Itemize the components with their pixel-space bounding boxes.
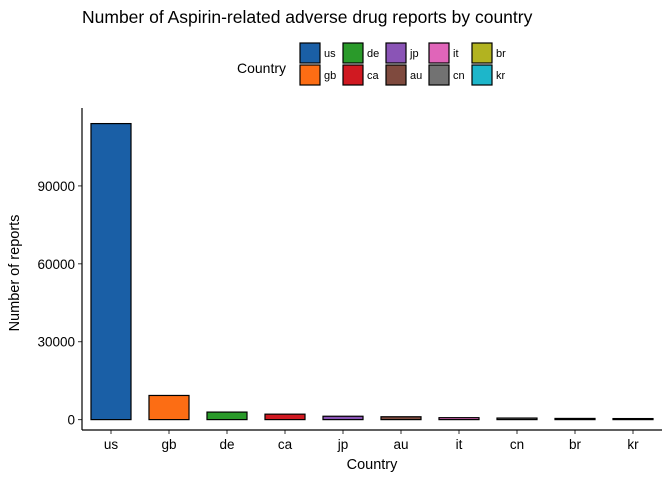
x-tick-label-br: br (569, 437, 582, 452)
y-axis-title: Number of reports (7, 215, 23, 332)
bar-cn (496, 417, 538, 421)
x-tick-label-de: de (219, 437, 234, 452)
y-tick-label: 0 (67, 413, 75, 428)
bar-ca (264, 413, 306, 421)
x-tick-label-it: it (456, 437, 463, 452)
legend-label-de: de (367, 48, 379, 60)
legend-title: Country (237, 60, 286, 76)
legend-label-kr: kr (496, 70, 506, 82)
bar-us (90, 122, 132, 421)
legend-key-br (471, 42, 493, 64)
legend-label-jp: jp (409, 48, 419, 60)
x-tick-label-kr: kr (627, 437, 639, 452)
legend-label-br: br (496, 48, 506, 60)
legend-label-it: it (453, 48, 459, 60)
legend-key-it (428, 42, 450, 64)
legend-label-us: us (324, 48, 336, 60)
chart-title: Number of Aspirin-related adverse drug r… (82, 7, 533, 27)
legend-key-gb (299, 64, 321, 86)
x-tick-label-cn: cn (510, 437, 524, 452)
y-tick-label: 30000 (37, 335, 75, 350)
plot-area: us gb de ca jp au it cn br kr 0 30000 60000 90000 (37, 108, 662, 452)
legend-label-gb: gb (324, 70, 336, 82)
bar-gb (148, 394, 190, 421)
legend-key-jp (385, 42, 407, 64)
x-tick-label-jp: jp (337, 437, 349, 452)
legend-key-de (342, 42, 364, 64)
legend-key-au (385, 64, 407, 86)
legend-key-us (299, 42, 321, 64)
x-tick-label-au: au (393, 437, 408, 452)
x-tick-label-ca: ca (278, 437, 293, 452)
legend-key-cn (428, 64, 450, 86)
bar-de (206, 411, 248, 421)
bar-br (554, 417, 596, 421)
legend: Country us gb de ca jp au it cn br kr (237, 42, 506, 86)
y-tick-label: 90000 (37, 179, 75, 194)
bar-it (438, 417, 480, 421)
bar-au (380, 416, 422, 421)
y-tick-label: 60000 (37, 257, 75, 272)
legend-label-au: au (410, 70, 422, 82)
x-tick-label-gb: gb (161, 437, 176, 452)
legend-key-kr (471, 64, 493, 86)
legend-label-ca: ca (367, 70, 380, 82)
x-axis-title: Country (347, 457, 399, 473)
bar-jp (322, 415, 364, 421)
legend-key-ca (342, 64, 364, 86)
legend-label-cn: cn (453, 70, 465, 82)
bar-kr (612, 417, 654, 421)
x-tick-label-us: us (104, 437, 119, 452)
